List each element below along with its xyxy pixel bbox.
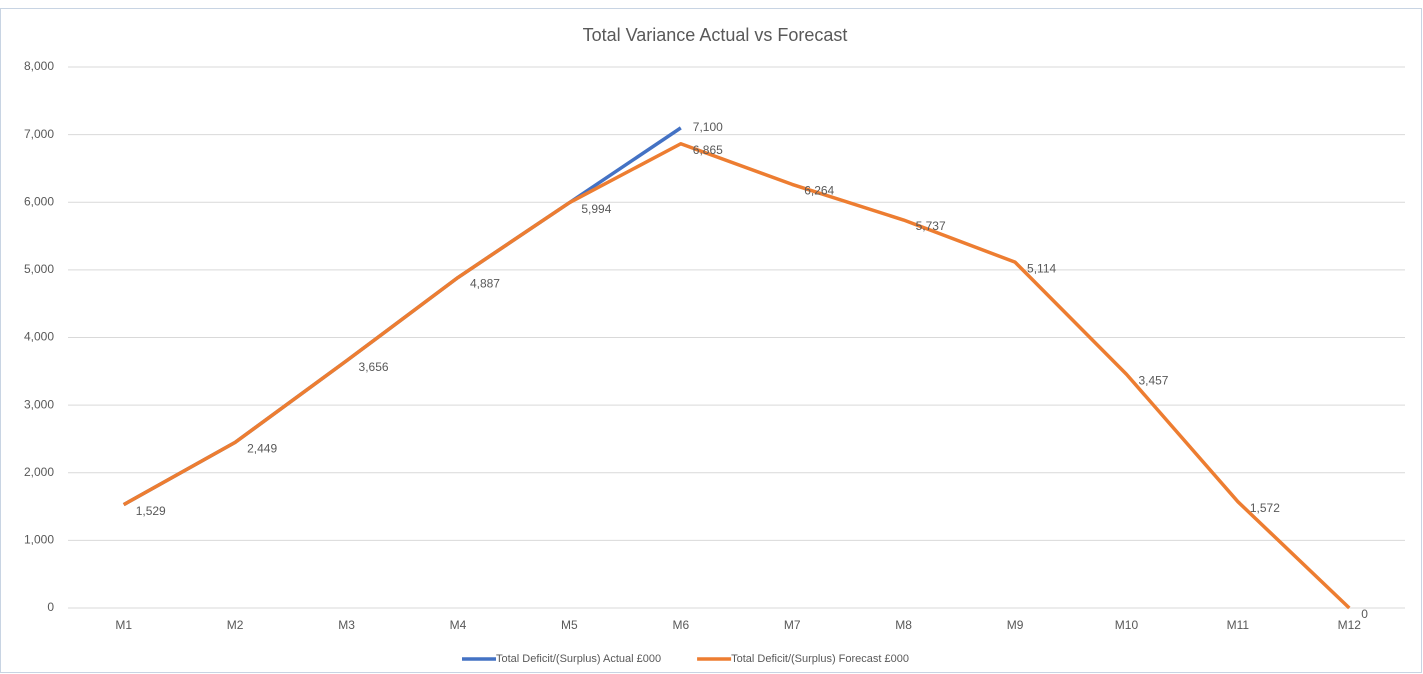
y-tick-label: 6,000 (24, 194, 54, 208)
x-tick-label: M7 (784, 618, 801, 632)
y-tick-label: 5,000 (24, 262, 54, 276)
series-line (122, 142, 1351, 610)
legend-label: Total Deficit/(Surplus) Forecast £000 (731, 653, 909, 665)
y-tick-label: 8,000 (24, 59, 54, 73)
x-tick-label: M2 (227, 618, 244, 632)
chart-title: Total Variance Actual vs Forecast (583, 25, 848, 45)
x-tick-label: M10 (1115, 618, 1139, 632)
legend-label: Total Deficit/(Surplus) Actual £000 (496, 653, 661, 665)
x-tick-label: M9 (1007, 618, 1024, 632)
data-label: 5,737 (916, 219, 946, 233)
data-label: 3,656 (359, 360, 389, 374)
data-label: 6,264 (804, 184, 834, 198)
x-tick-label: M5 (561, 618, 578, 632)
data-label: 5,114 (1027, 261, 1056, 275)
x-tick-label: M6 (672, 618, 689, 632)
data-label: 1,572 (1250, 501, 1280, 515)
data-label: 6,865 (693, 143, 723, 157)
data-label: 3,457 (1138, 373, 1168, 387)
data-label: 7,100 (693, 120, 723, 134)
data-label: 5,994 (581, 202, 611, 216)
y-tick-label: 2,000 (24, 465, 54, 479)
x-tick-label: M3 (338, 618, 355, 632)
y-tick-label: 1,000 (24, 533, 54, 547)
data-label: 2,449 (247, 442, 277, 456)
x-tick-label: M4 (450, 618, 467, 632)
y-tick-label: 4,000 (24, 330, 54, 344)
x-tick-label: M12 (1338, 618, 1362, 632)
x-tick-label: M1 (115, 618, 132, 632)
data-label: 1,529 (136, 504, 166, 518)
chart-frame (0, 8, 1422, 673)
data-label: 4,887 (470, 277, 500, 291)
data-label: 0 (1361, 607, 1368, 621)
x-tick-label: M8 (895, 618, 912, 632)
y-tick-label: 3,000 (24, 397, 54, 411)
series-line (122, 126, 682, 507)
x-tick-label: M11 (1227, 618, 1250, 632)
y-tick-label: 7,000 (24, 127, 54, 141)
y-tick-label: 0 (47, 600, 54, 614)
